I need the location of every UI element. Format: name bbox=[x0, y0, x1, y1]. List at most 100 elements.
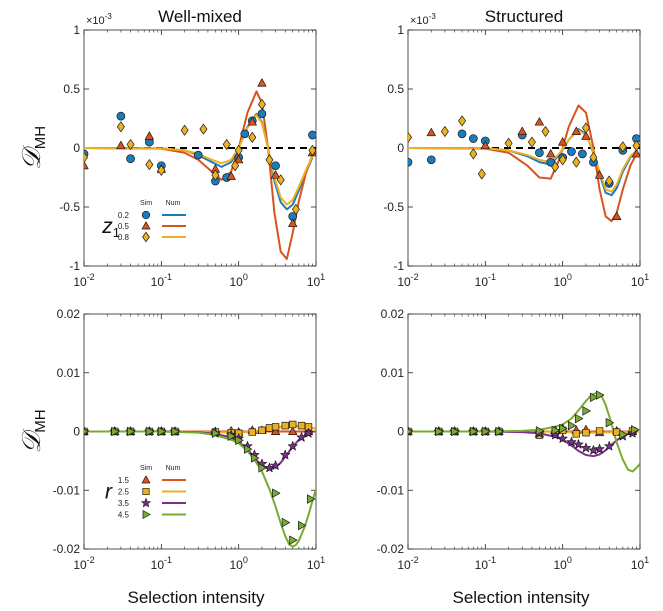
sim-point-0.8 bbox=[632, 140, 640, 152]
y-tick-label: 0.5 bbox=[387, 82, 404, 96]
sim-point-0.5 bbox=[546, 149, 556, 158]
sim-point-2.5 bbox=[234, 429, 243, 437]
sim-point-4.5 bbox=[157, 426, 167, 437]
sim-point-4.5 bbox=[258, 463, 267, 473]
legend-num-label: Num bbox=[166, 200, 181, 207]
sim-point-0.2 bbox=[271, 161, 280, 171]
panel-1: 10-2 10-1 100 101 -1 -0.5 0 0.5 1 ×10-3 Well-mixed… bbox=[16, 7, 325, 289]
sim-point-2.5 bbox=[289, 420, 297, 429]
sim-point-0.8 bbox=[504, 137, 513, 149]
num-curve-0.8 bbox=[408, 129, 638, 193]
sim-point-2.5 bbox=[572, 430, 580, 438]
x-tick-label: 10-2 bbox=[397, 555, 418, 572]
plot-area bbox=[408, 390, 640, 473]
sim-point-4.5 bbox=[435, 426, 444, 437]
legend: Sim Num 1.5 2.5 3.5 4.5 r bbox=[105, 465, 186, 520]
sim-point-3.5 bbox=[581, 442, 591, 453]
x-tick-label: 100 bbox=[553, 555, 571, 572]
sim-point-3.5 bbox=[296, 432, 307, 442]
sim-point-0.8 bbox=[116, 121, 125, 133]
sim-point-0.2 bbox=[535, 148, 544, 158]
legend-marker-0.5 bbox=[141, 221, 151, 230]
sim-point-0.8 bbox=[589, 152, 598, 163]
sim-point-4.5 bbox=[408, 428, 413, 435]
legend-value: 2.5 bbox=[118, 488, 130, 497]
sim-point-0.2 bbox=[578, 149, 587, 159]
legend-sim-label: Sim bbox=[140, 200, 152, 207]
y-tick-label: 1 bbox=[397, 23, 404, 37]
sim-point-4.5 bbox=[272, 488, 281, 498]
legend-value: 4.5 bbox=[118, 511, 130, 520]
y-axis-label: 𝒟MH bbox=[16, 409, 49, 453]
sim-point-0.8 bbox=[199, 123, 208, 135]
sim-point-4.5 bbox=[235, 435, 244, 445]
sim-point-0.8 bbox=[292, 203, 300, 215]
sim-point-0.8 bbox=[234, 144, 243, 156]
legend-value: 1.5 bbox=[118, 476, 130, 485]
sim-point-4.5 bbox=[596, 390, 605, 400]
y-tick-label: 0.01 bbox=[57, 366, 81, 380]
x-tick-label: 101 bbox=[631, 272, 649, 289]
sim-point-0.8 bbox=[231, 160, 240, 172]
sim-point-0.2 bbox=[408, 157, 413, 167]
sim-point-0.8 bbox=[408, 131, 412, 143]
y-tick-label: -0.01 bbox=[53, 483, 81, 497]
sim-point-3.5 bbox=[594, 443, 605, 454]
sim-point-2.5 bbox=[595, 427, 604, 435]
y-multiplier: ×10-3 bbox=[86, 12, 112, 27]
sim-point-0.8 bbox=[558, 154, 567, 166]
y-tick-label: -0.5 bbox=[59, 200, 80, 214]
sim-point-1.5 bbox=[271, 426, 281, 435]
sim-point-0.8 bbox=[458, 115, 466, 127]
y-tick-label: -0.5 bbox=[383, 200, 404, 214]
y-tick-label: -1 bbox=[69, 259, 80, 273]
sim-point-4.5 bbox=[298, 520, 307, 531]
legend-sim-label: Sim bbox=[140, 465, 152, 472]
sim-point-0.5 bbox=[257, 78, 267, 87]
sim-point-0.8 bbox=[180, 124, 189, 136]
y-tick-label: -1 bbox=[393, 259, 404, 273]
sim-point-4.5 bbox=[243, 444, 253, 454]
x-tick-label: 10-2 bbox=[73, 272, 94, 289]
sim-point-0.8 bbox=[605, 175, 614, 187]
sim-point-4.5 bbox=[589, 392, 599, 402]
x-axis-label-right: Selection intensity bbox=[452, 588, 590, 607]
num-curve-4.5 bbox=[84, 430, 316, 548]
legend-value: 0.5 bbox=[118, 222, 130, 231]
x-tick-label: 101 bbox=[631, 555, 649, 572]
plot-area bbox=[84, 78, 316, 260]
sim-point-0.5 bbox=[581, 131, 591, 140]
sim-point-0.8 bbox=[551, 161, 560, 173]
sim-point-0.8 bbox=[265, 154, 274, 166]
y-tick-label: -0.02 bbox=[53, 542, 81, 556]
sim-point-2.5 bbox=[582, 428, 590, 437]
sim-point-0.2 bbox=[469, 134, 478, 143]
x-tick-label: 100 bbox=[229, 555, 247, 572]
sim-point-4.5 bbox=[84, 428, 89, 435]
legend-marker-2.5 bbox=[142, 487, 150, 496]
sim-point-0.5 bbox=[226, 171, 236, 180]
sim-point-4.5 bbox=[307, 494, 316, 504]
sim-point-3.5 bbox=[264, 462, 275, 473]
y-tick-label: 0 bbox=[397, 141, 404, 155]
legend-value: 0.2 bbox=[118, 211, 130, 220]
sim-point-3.5 bbox=[566, 436, 577, 447]
sim-point-3.5 bbox=[573, 439, 584, 449]
sim-point-4.5 bbox=[451, 426, 460, 437]
legend-marker-4.5 bbox=[142, 510, 151, 519]
sim-point-0.5 bbox=[234, 155, 244, 164]
num-curve-0.5 bbox=[408, 104, 638, 223]
y-tick-label: 0.5 bbox=[63, 82, 80, 96]
sim-point-3.5 bbox=[303, 428, 314, 438]
sim-point-0.8 bbox=[541, 126, 550, 137]
sim-point-3.5 bbox=[270, 460, 281, 470]
y-tick-label: 0.01 bbox=[381, 366, 405, 380]
sim-point-0.2 bbox=[126, 154, 135, 163]
sim-point-0.5 bbox=[426, 127, 436, 137]
sim-point-0.2 bbox=[457, 129, 467, 139]
panel-title: Structured bbox=[485, 7, 563, 26]
sim-point-0.8 bbox=[222, 139, 231, 150]
sim-point-4.5 bbox=[171, 426, 180, 437]
sim-point-0.8 bbox=[211, 169, 220, 181]
plot-area bbox=[84, 420, 316, 548]
